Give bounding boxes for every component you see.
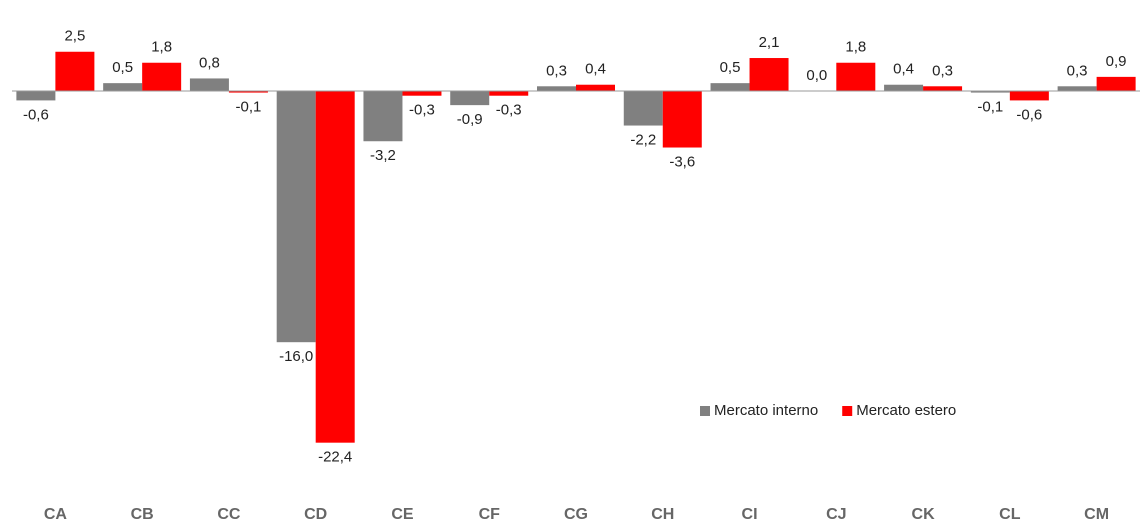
bar — [16, 91, 56, 101]
bar — [662, 91, 702, 148]
bar — [537, 86, 576, 91]
bar — [142, 62, 182, 91]
data-label: 0,3 — [1067, 62, 1088, 79]
data-label: 0,0 — [806, 67, 827, 84]
x-tick-label: CI — [742, 506, 758, 523]
x-tick-label: CC — [217, 506, 241, 523]
bar — [1057, 86, 1097, 91]
x-tick-label: CM — [1084, 506, 1109, 523]
x-tick-label: CF — [479, 506, 501, 523]
data-label: -3,2 — [370, 147, 396, 164]
data-label: -3,6 — [669, 153, 695, 170]
data-label: 2,1 — [759, 34, 780, 51]
data-label: 0,4 — [585, 61, 606, 78]
data-label: -0,1 — [235, 99, 261, 116]
bar — [402, 91, 442, 96]
bar — [55, 51, 95, 91]
x-tick-label: CD — [304, 506, 327, 523]
bar — [576, 84, 615, 91]
x-tick-label: CH — [651, 506, 674, 523]
legend-label: Mercato estero — [856, 402, 956, 419]
data-label: 0,5 — [112, 59, 133, 76]
legend-swatch — [700, 406, 710, 416]
x-tick-label: CB — [131, 506, 154, 523]
bar — [710, 83, 750, 91]
data-label: 0,3 — [932, 62, 953, 79]
data-label: -0,9 — [457, 111, 483, 128]
data-label: -16,0 — [279, 348, 313, 365]
legend-label: Mercato interno — [714, 402, 818, 419]
data-label: 2,5 — [64, 28, 85, 45]
data-label: -0,6 — [1016, 106, 1042, 123]
data-label: 0,9 — [1106, 53, 1127, 70]
x-tick-label: CG — [564, 506, 588, 523]
data-label: 1,8 — [151, 39, 172, 56]
bar — [884, 84, 924, 91]
bar — [276, 91, 316, 343]
x-tick-label: CL — [999, 506, 1021, 523]
bar — [450, 91, 490, 106]
bar — [623, 91, 663, 126]
data-label: -0,1 — [977, 99, 1003, 116]
data-label: 0,5 — [720, 59, 741, 76]
bar — [363, 91, 403, 142]
bar — [228, 91, 268, 93]
bar — [970, 91, 1010, 93]
x-tick-label: CA — [44, 506, 68, 523]
x-tick-label: CK — [912, 506, 936, 523]
data-label: -0,3 — [409, 102, 435, 119]
bar — [1009, 91, 1049, 101]
data-label: 0,3 — [546, 62, 567, 79]
data-label: -22,4 — [318, 449, 352, 466]
data-label: -0,3 — [496, 102, 522, 119]
x-tick-label: CJ — [826, 506, 846, 523]
bar — [189, 78, 229, 91]
legend-swatch — [842, 406, 853, 416]
bar — [489, 91, 529, 96]
data-label: 0,8 — [199, 54, 220, 71]
data-label: 1,8 — [845, 39, 866, 56]
bar — [923, 86, 963, 91]
data-label: -0,6 — [23, 106, 49, 123]
bar — [836, 62, 876, 91]
bar — [315, 91, 355, 443]
bar — [1096, 76, 1136, 91]
data-label: -2,2 — [630, 132, 656, 149]
bar — [749, 58, 789, 91]
bar — [103, 83, 143, 91]
x-tick-label: CE — [391, 506, 414, 523]
data-label: 0,4 — [893, 61, 914, 78]
